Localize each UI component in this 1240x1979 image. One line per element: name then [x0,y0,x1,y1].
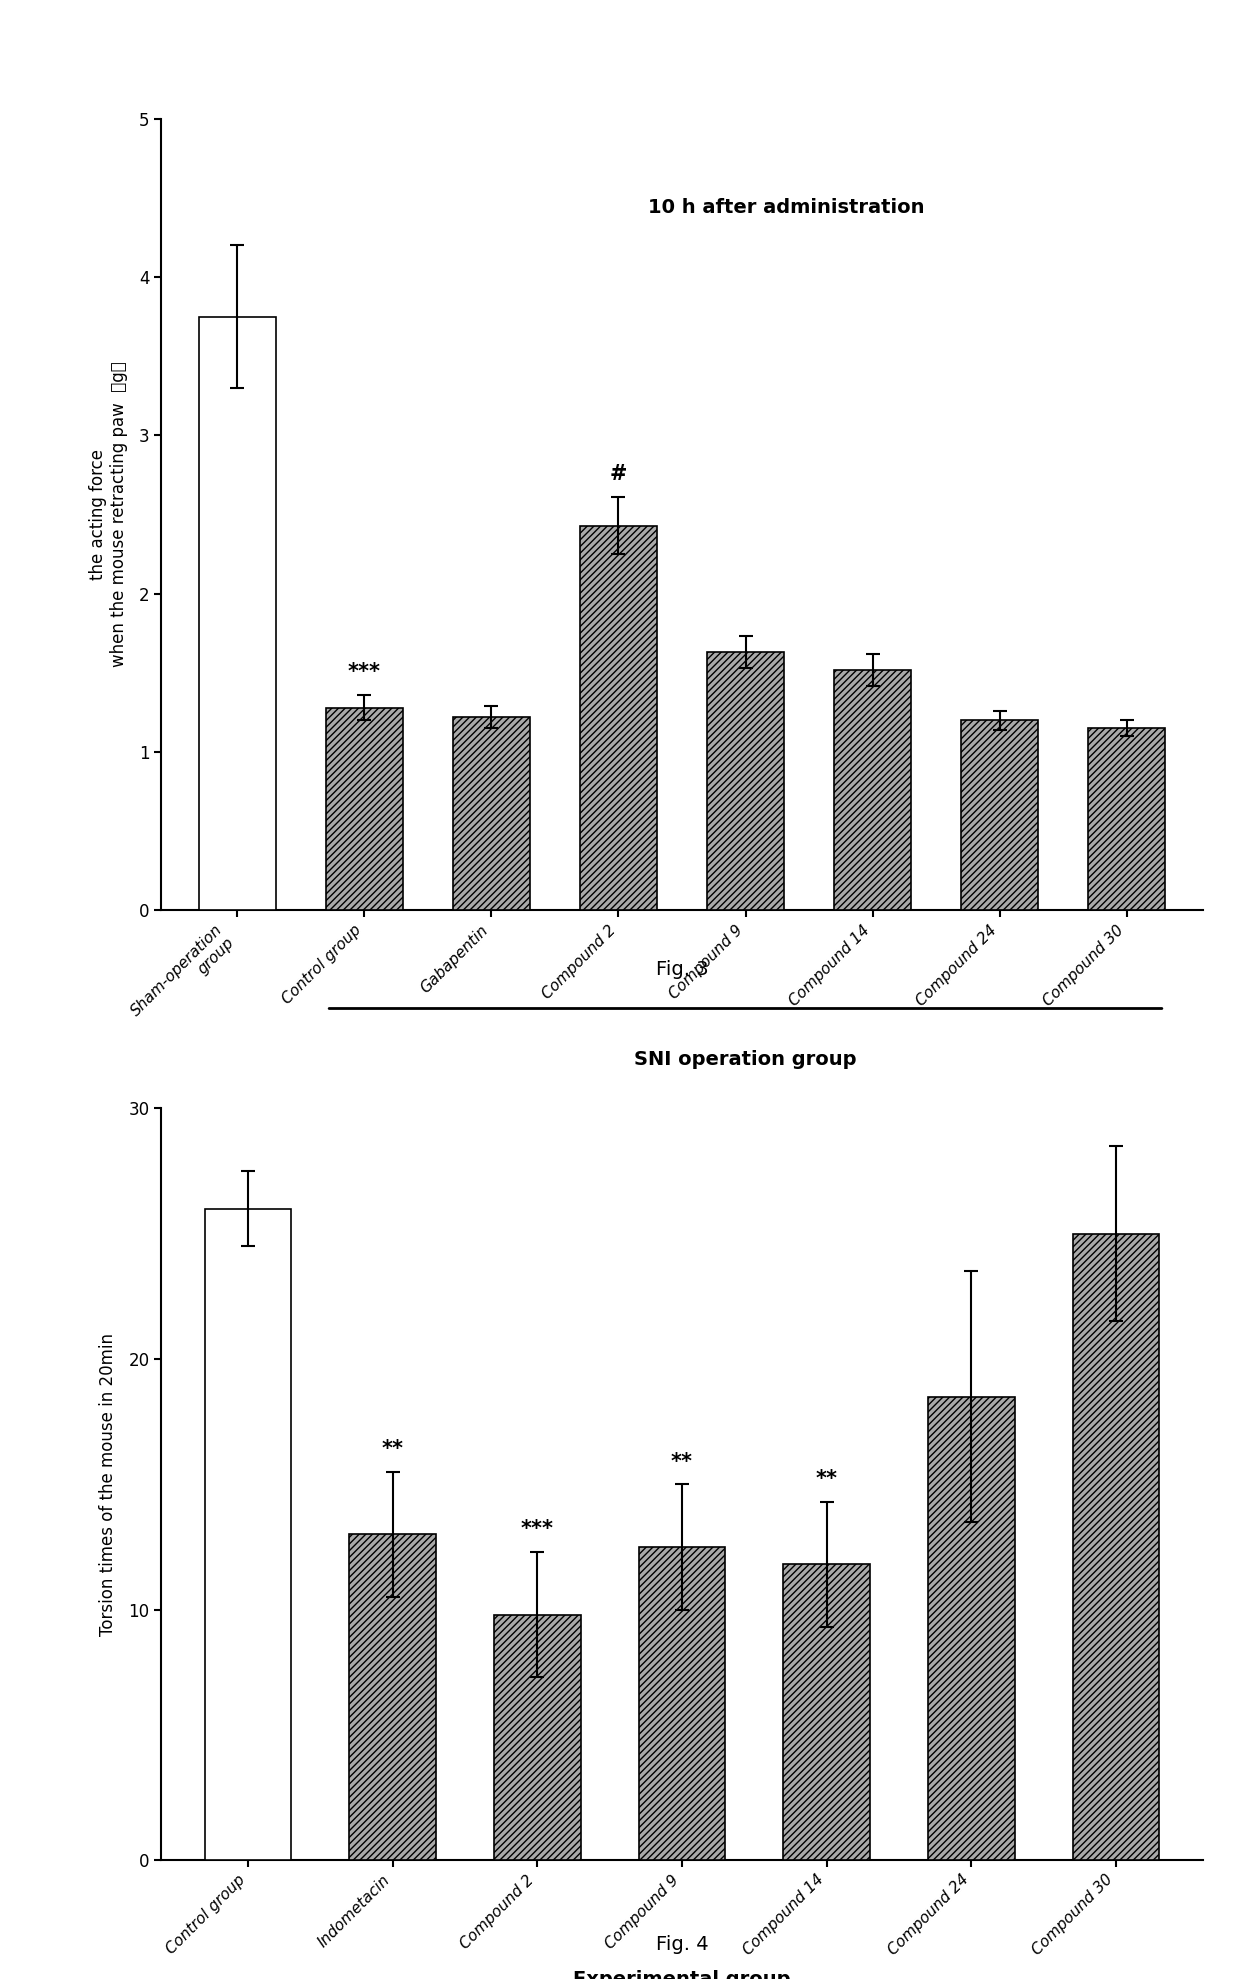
Bar [1089,728,1164,910]
Bar [784,1565,870,1860]
Bar [928,1397,1014,1860]
Bar [1073,1233,1159,1860]
Bar [326,708,403,910]
Bar [580,526,657,910]
Text: #: # [610,465,627,485]
Text: 10 h after administration: 10 h after administration [649,198,924,218]
Y-axis label: the acting force
when the mouse retracting paw  （g）: the acting force when the mouse retracti… [89,362,128,667]
Text: **: ** [816,1468,838,1490]
Bar [494,1615,580,1860]
Bar [639,1548,725,1860]
Bar [205,1209,291,1860]
Text: Fig. 3: Fig. 3 [656,960,708,980]
Text: **: ** [382,1439,404,1459]
Text: Fig. 4: Fig. 4 [656,1935,708,1955]
Bar [454,716,529,910]
Bar [707,653,784,910]
Bar [350,1534,436,1860]
Y-axis label: Torsion times of the mouse in 20min: Torsion times of the mouse in 20min [99,1332,117,1637]
Bar [835,669,910,910]
Bar [961,720,1038,910]
Text: **: ** [671,1453,693,1472]
X-axis label: Experimental group: Experimental group [573,1969,791,1979]
Text: SNI operation group: SNI operation group [635,1049,857,1069]
Text: ***: *** [521,1520,554,1540]
Bar [200,317,275,910]
Text: ***: *** [348,663,381,683]
